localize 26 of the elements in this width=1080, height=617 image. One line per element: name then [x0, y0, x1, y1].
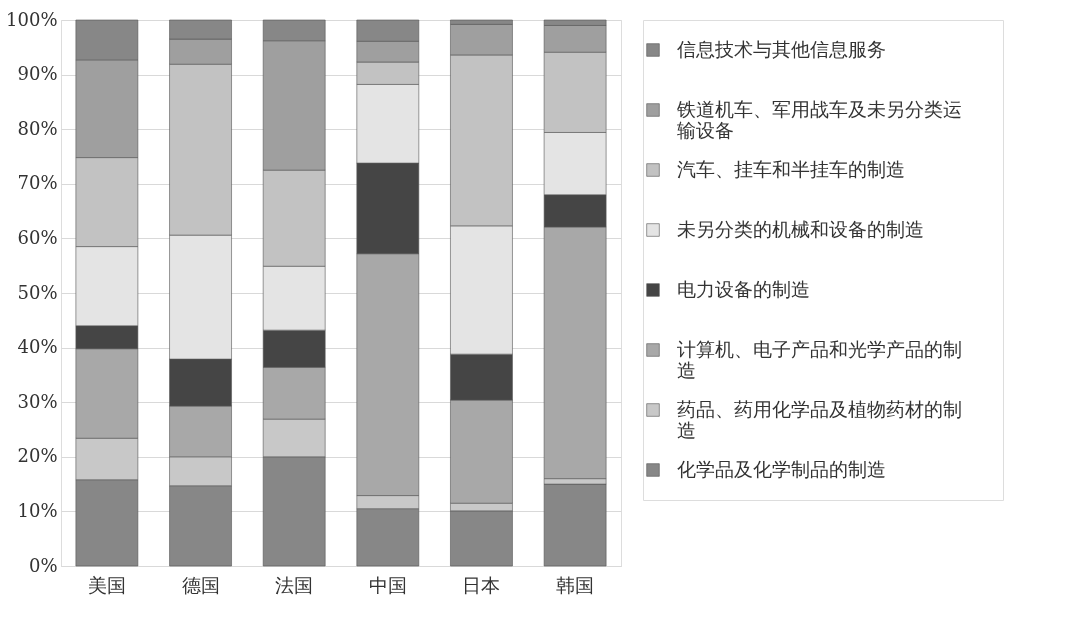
x-tick-label: 日本 [462, 573, 501, 596]
y-tick-label: 20% [17, 445, 58, 467]
x-tick-label: 美国 [87, 573, 126, 596]
x-tick-label: 法国 [275, 573, 314, 596]
y-tick-label: 60% [17, 226, 58, 248]
y-tick-label: 80% [17, 117, 58, 139]
y-tick-label: 10% [17, 499, 58, 521]
y-tick-label: 100% [6, 8, 58, 30]
y-tick-label: 30% [17, 390, 58, 412]
legend-label: 信息技术与其他信息服务 [677, 38, 886, 60]
x-tick-label: 德国 [181, 573, 220, 596]
x-tick-label: 韩国 [556, 573, 595, 596]
y-tick-label: 90% [17, 63, 58, 85]
legend-label: 电力设备的制造 [677, 278, 810, 300]
legend-label: 化学品及化学制品的制造 [677, 458, 886, 480]
bar [543, 483, 607, 567]
legend-label: 药品、药用化学品及植物药材的制造 [677, 398, 962, 441]
y-tick-label: 40% [17, 336, 58, 358]
y-tick-label: 70% [17, 172, 58, 194]
legend-label: 汽车、挂车和半挂车的制造 [677, 158, 905, 180]
x-tick-label: 中国 [368, 573, 407, 596]
y-tick-label: 0% [28, 554, 58, 576]
legend-label: 计算机、电子产品和光学产品的制造 [677, 338, 962, 381]
y-tick-label: 50% [17, 281, 58, 303]
legend-label: 铁道机车、军用战车及未另分类运输设备 [676, 98, 962, 141]
legend-label: 未另分类的机械和设备的制造 [677, 218, 924, 240]
